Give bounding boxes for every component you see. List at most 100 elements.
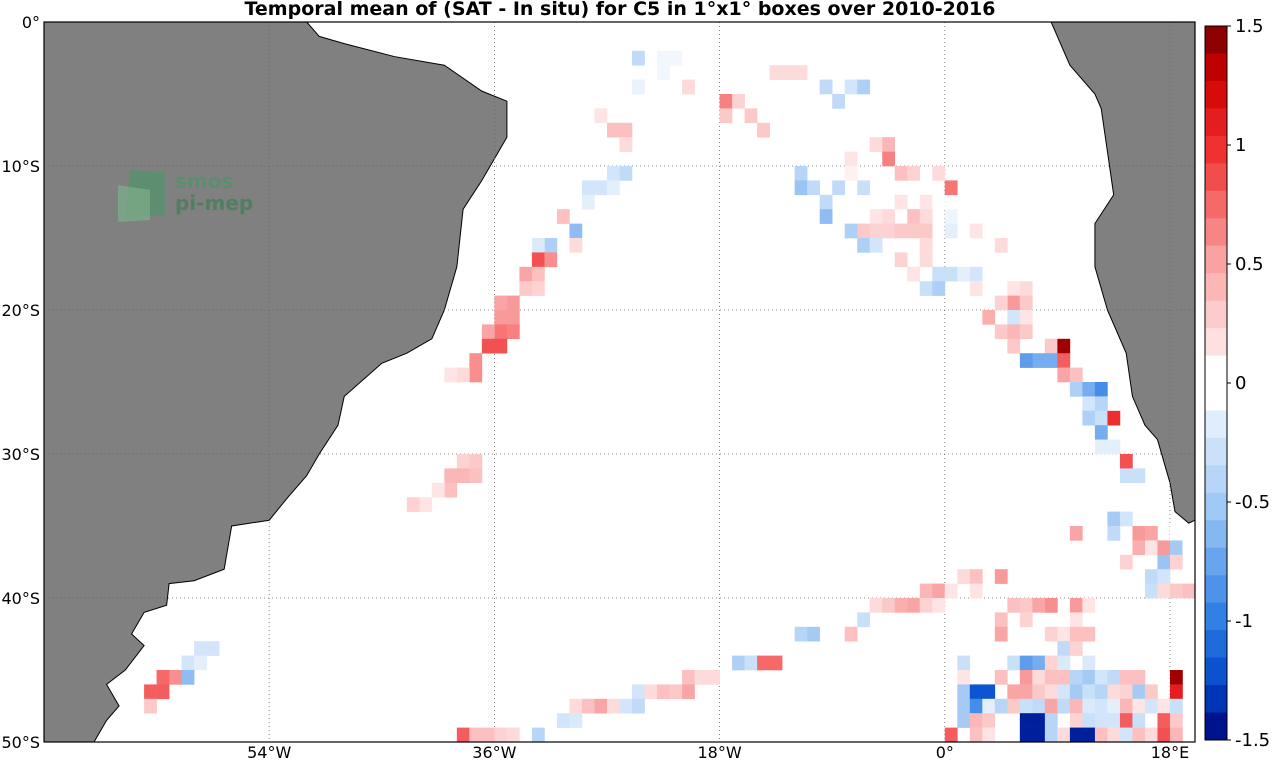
heatmap-cell	[682, 684, 695, 700]
heatmap-cell	[919, 209, 933, 224]
heatmap-cell	[1157, 554, 1171, 570]
heatmap-cell	[1044, 684, 1058, 700]
heatmap-cell	[594, 108, 608, 124]
heatmap-cell	[1082, 655, 1096, 671]
heatmap-cell	[619, 698, 633, 714]
heatmap-cell	[994, 670, 1008, 685]
heatmap-cell	[832, 94, 845, 109]
heatmap-cell	[632, 79, 645, 95]
heatmap-cell	[494, 338, 508, 354]
colorbar-segment	[1205, 575, 1227, 604]
heatmap-cell	[857, 612, 871, 628]
heatmap-cell	[606, 166, 620, 181]
heatmap-cell	[944, 266, 958, 282]
heatmap-cell	[969, 569, 983, 584]
heatmap-cell	[1007, 684, 1021, 700]
heatmap-cell	[794, 180, 808, 196]
heatmap-cell	[1069, 598, 1083, 613]
colorbar-segment	[1205, 300, 1227, 329]
heatmap-cell	[1094, 410, 1108, 426]
heatmap-cell	[1044, 655, 1058, 671]
heatmap-cell	[606, 122, 620, 138]
heatmap-cell	[744, 108, 758, 124]
colorbar-tick-label: 0	[1235, 373, 1246, 394]
heatmap-cell	[1082, 626, 1096, 642]
heatmap-cell	[844, 166, 858, 181]
heatmap-cell	[1019, 353, 1033, 368]
heatmap-cell	[1019, 598, 1033, 613]
heatmap-cell	[932, 194, 946, 210]
heatmap-cell	[1144, 684, 1158, 700]
heatmap-cell	[594, 698, 608, 714]
heatmap-cell	[919, 583, 933, 599]
heatmap-cell	[919, 281, 933, 296]
heatmap-cell	[882, 151, 896, 167]
heatmap-cell	[406, 497, 420, 512]
heatmap-cell	[1094, 670, 1108, 685]
x-tick-label: 18°E	[1151, 743, 1189, 762]
colorbar-segment	[1205, 273, 1227, 302]
heatmap-cell	[932, 598, 946, 613]
heatmap-cell	[1019, 295, 1033, 311]
heatmap-cell	[1044, 698, 1058, 714]
heatmap-cell	[1169, 713, 1183, 728]
heatmap-cell	[719, 94, 733, 109]
heatmap-cell	[819, 209, 833, 224]
heatmap-cell	[1119, 727, 1133, 743]
colorbar-segment	[1205, 190, 1227, 219]
heatmap-cell	[594, 180, 608, 196]
heatmap-cell	[1094, 425, 1108, 440]
y-tick-label: 50°S	[1, 733, 40, 752]
colorbar-tick-label: 1.5	[1235, 16, 1264, 37]
heatmap-cell	[144, 684, 157, 700]
heatmap-cell	[944, 209, 958, 224]
heatmap-cell	[907, 223, 921, 239]
heatmap-cell	[957, 655, 971, 671]
heatmap-cell	[1169, 583, 1183, 599]
heatmap-cell	[1019, 281, 1033, 296]
heatmap-cell	[1019, 310, 1033, 325]
africa-land	[1050, 21, 1196, 524]
heatmap-cell	[519, 281, 533, 296]
heatmap-cell	[1057, 698, 1071, 714]
heatmap-cell	[606, 698, 620, 714]
colorbar-segment	[1205, 685, 1227, 714]
heatmap-cell	[1182, 583, 1196, 599]
heatmap-cell	[1069, 698, 1083, 714]
colorbar-segment	[1205, 218, 1227, 247]
heatmap-cell	[569, 238, 583, 253]
colorbar-segment	[1205, 108, 1227, 137]
heatmap-cell	[669, 50, 683, 66]
colorbar: 1.5 1 0.5 0 -0.5 -1 -1.5	[1204, 16, 1270, 751]
heatmap-cell	[1057, 626, 1071, 642]
heatmap-cell	[1082, 713, 1096, 728]
heatmap-cell	[1007, 281, 1021, 296]
heatmap-cell	[1094, 439, 1108, 455]
colorbar-tick-label: -0.5	[1235, 492, 1270, 513]
heatmap-cell	[494, 310, 508, 325]
smos-pi-mep-logo: smos pi-mep	[118, 169, 253, 222]
heatmap-cell	[819, 79, 833, 95]
heatmap-cell	[1157, 569, 1171, 584]
heatmap-cell	[732, 94, 745, 109]
heatmap-cell	[1069, 626, 1083, 642]
heatmap-cell	[1019, 727, 1033, 743]
x-tick-label: 36°W	[472, 743, 516, 762]
heatmap-cell	[206, 641, 220, 656]
heatmap-cell	[919, 598, 933, 613]
colorbar-segment	[1205, 26, 1227, 54]
heatmap-cell	[481, 727, 495, 743]
heatmap-cell	[1044, 713, 1058, 728]
heatmap-cell	[657, 65, 670, 80]
colorbar-segment	[1205, 602, 1227, 631]
heatmap-cell	[969, 281, 983, 296]
colorbar-segment	[1205, 383, 1227, 411]
heatmap-cell	[1069, 684, 1083, 700]
heatmap-cell	[969, 583, 983, 599]
heatmap-cell	[794, 626, 808, 642]
heatmap-cell	[1082, 684, 1096, 700]
heatmap-cell	[832, 180, 845, 196]
heatmap-cell	[1007, 598, 1021, 613]
heatmap-cell	[994, 612, 1008, 628]
heatmap-cell	[982, 684, 996, 700]
